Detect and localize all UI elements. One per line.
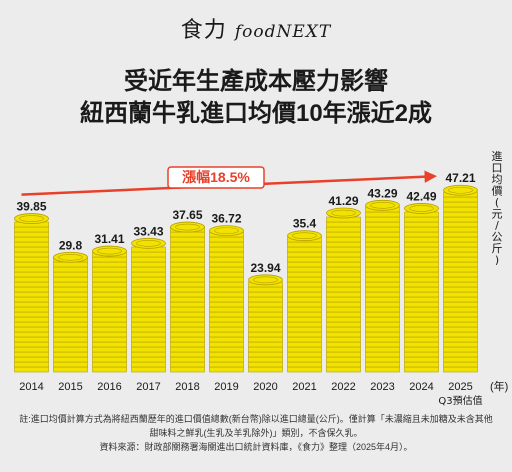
bars-layer — [14, 184, 478, 373]
source-line: 資料來源：財政部關務署海關進出口統計資料庫，《食力》整理（2025年4月）。 — [99, 442, 413, 452]
chart-title: 受近年生產成本壓力影響 紐西蘭牛乳進口均價10年漲近2成 — [0, 66, 512, 130]
bar-2016 — [92, 245, 127, 373]
value-label-2018: 37.65 — [172, 208, 202, 222]
value-label-2019: 36.72 — [211, 212, 241, 226]
annotation-badge: 漲幅18.5% — [167, 166, 265, 189]
x-tick-2019: 2019 — [214, 381, 238, 393]
annotation-text: 漲幅18.5% — [182, 169, 250, 185]
bar-2023 — [365, 199, 400, 373]
bar-2020 — [248, 274, 283, 373]
brand-name-cn: 食力 — [180, 18, 227, 43]
bar-2019 — [209, 225, 244, 373]
value-label-2021: 35.4 — [293, 217, 317, 231]
labels-layer: 39.85 2014 29.8 2015 31.41 2016 33.43 2017 37.65… — [16, 171, 482, 407]
x-tick-2023: 2023 — [370, 381, 394, 393]
title-line-1: 受近年生產成本壓力影響 — [124, 68, 388, 95]
x-sublabel-2025: Q3預估值 — [438, 394, 482, 407]
value-label-2024: 42.49 — [406, 189, 436, 203]
x-tick-2017: 2017 — [136, 381, 160, 393]
bar-2014 — [14, 213, 49, 373]
value-label-2016: 31.41 — [94, 232, 124, 246]
brand-name-en: foodNEXT — [234, 22, 332, 42]
footnote-line-2: 甜味料之鮮乳(生乳及羊乳除外)」類別，不含保久乳。 — [149, 428, 363, 438]
title-line-2: 紐西蘭牛乳進口均價10年漲近2成 — [79, 100, 433, 127]
value-label-2014: 39.85 — [16, 200, 46, 214]
x-tick-2014: 2014 — [19, 381, 43, 393]
value-label-2022: 41.29 — [328, 194, 358, 208]
value-label-2023: 43.29 — [367, 186, 397, 200]
brand-logo: 食力 foodNEXT — [0, 12, 512, 44]
footnotes: 註:進口均價計算方式為將紐西蘭歷年的進口價值總數(新台幣)除以進口總量(公斤)。… — [0, 412, 512, 454]
x-tick-2018: 2018 — [175, 381, 199, 393]
bar-2022 — [326, 207, 361, 373]
x-tick-2025: 2025 — [448, 381, 472, 393]
value-label-2020: 23.94 — [250, 261, 280, 275]
value-label-2025: 47.21 — [445, 171, 475, 185]
value-label-2017: 33.43 — [133, 224, 163, 238]
x-tick-2021: 2021 — [292, 381, 316, 393]
x-tick-2020: 2020 — [253, 381, 277, 393]
value-label-2015: 29.8 — [59, 238, 83, 252]
bar-2018 — [170, 221, 205, 373]
footnote-line-1: 註:進口均價計算方式為將紐西蘭歷年的進口價值總數(新台幣)除以進口總量(公斤)。… — [19, 414, 493, 424]
bar-2024 — [404, 203, 439, 373]
bar-2015 — [53, 251, 88, 373]
x-tick-2016: 2016 — [97, 381, 121, 393]
x-tick-2022: 2022 — [331, 381, 355, 393]
y-axis-label: 進口均價(元/公斤) — [492, 150, 503, 267]
annotation-background — [167, 166, 265, 189]
x-tick-2015: 2015 — [58, 381, 82, 393]
bar-2021 — [287, 230, 322, 373]
bar-2017 — [131, 237, 166, 373]
x-axis-unit: (年) — [490, 379, 508, 393]
bar-2025 — [443, 184, 478, 373]
x-tick-2024: 2024 — [409, 381, 433, 393]
